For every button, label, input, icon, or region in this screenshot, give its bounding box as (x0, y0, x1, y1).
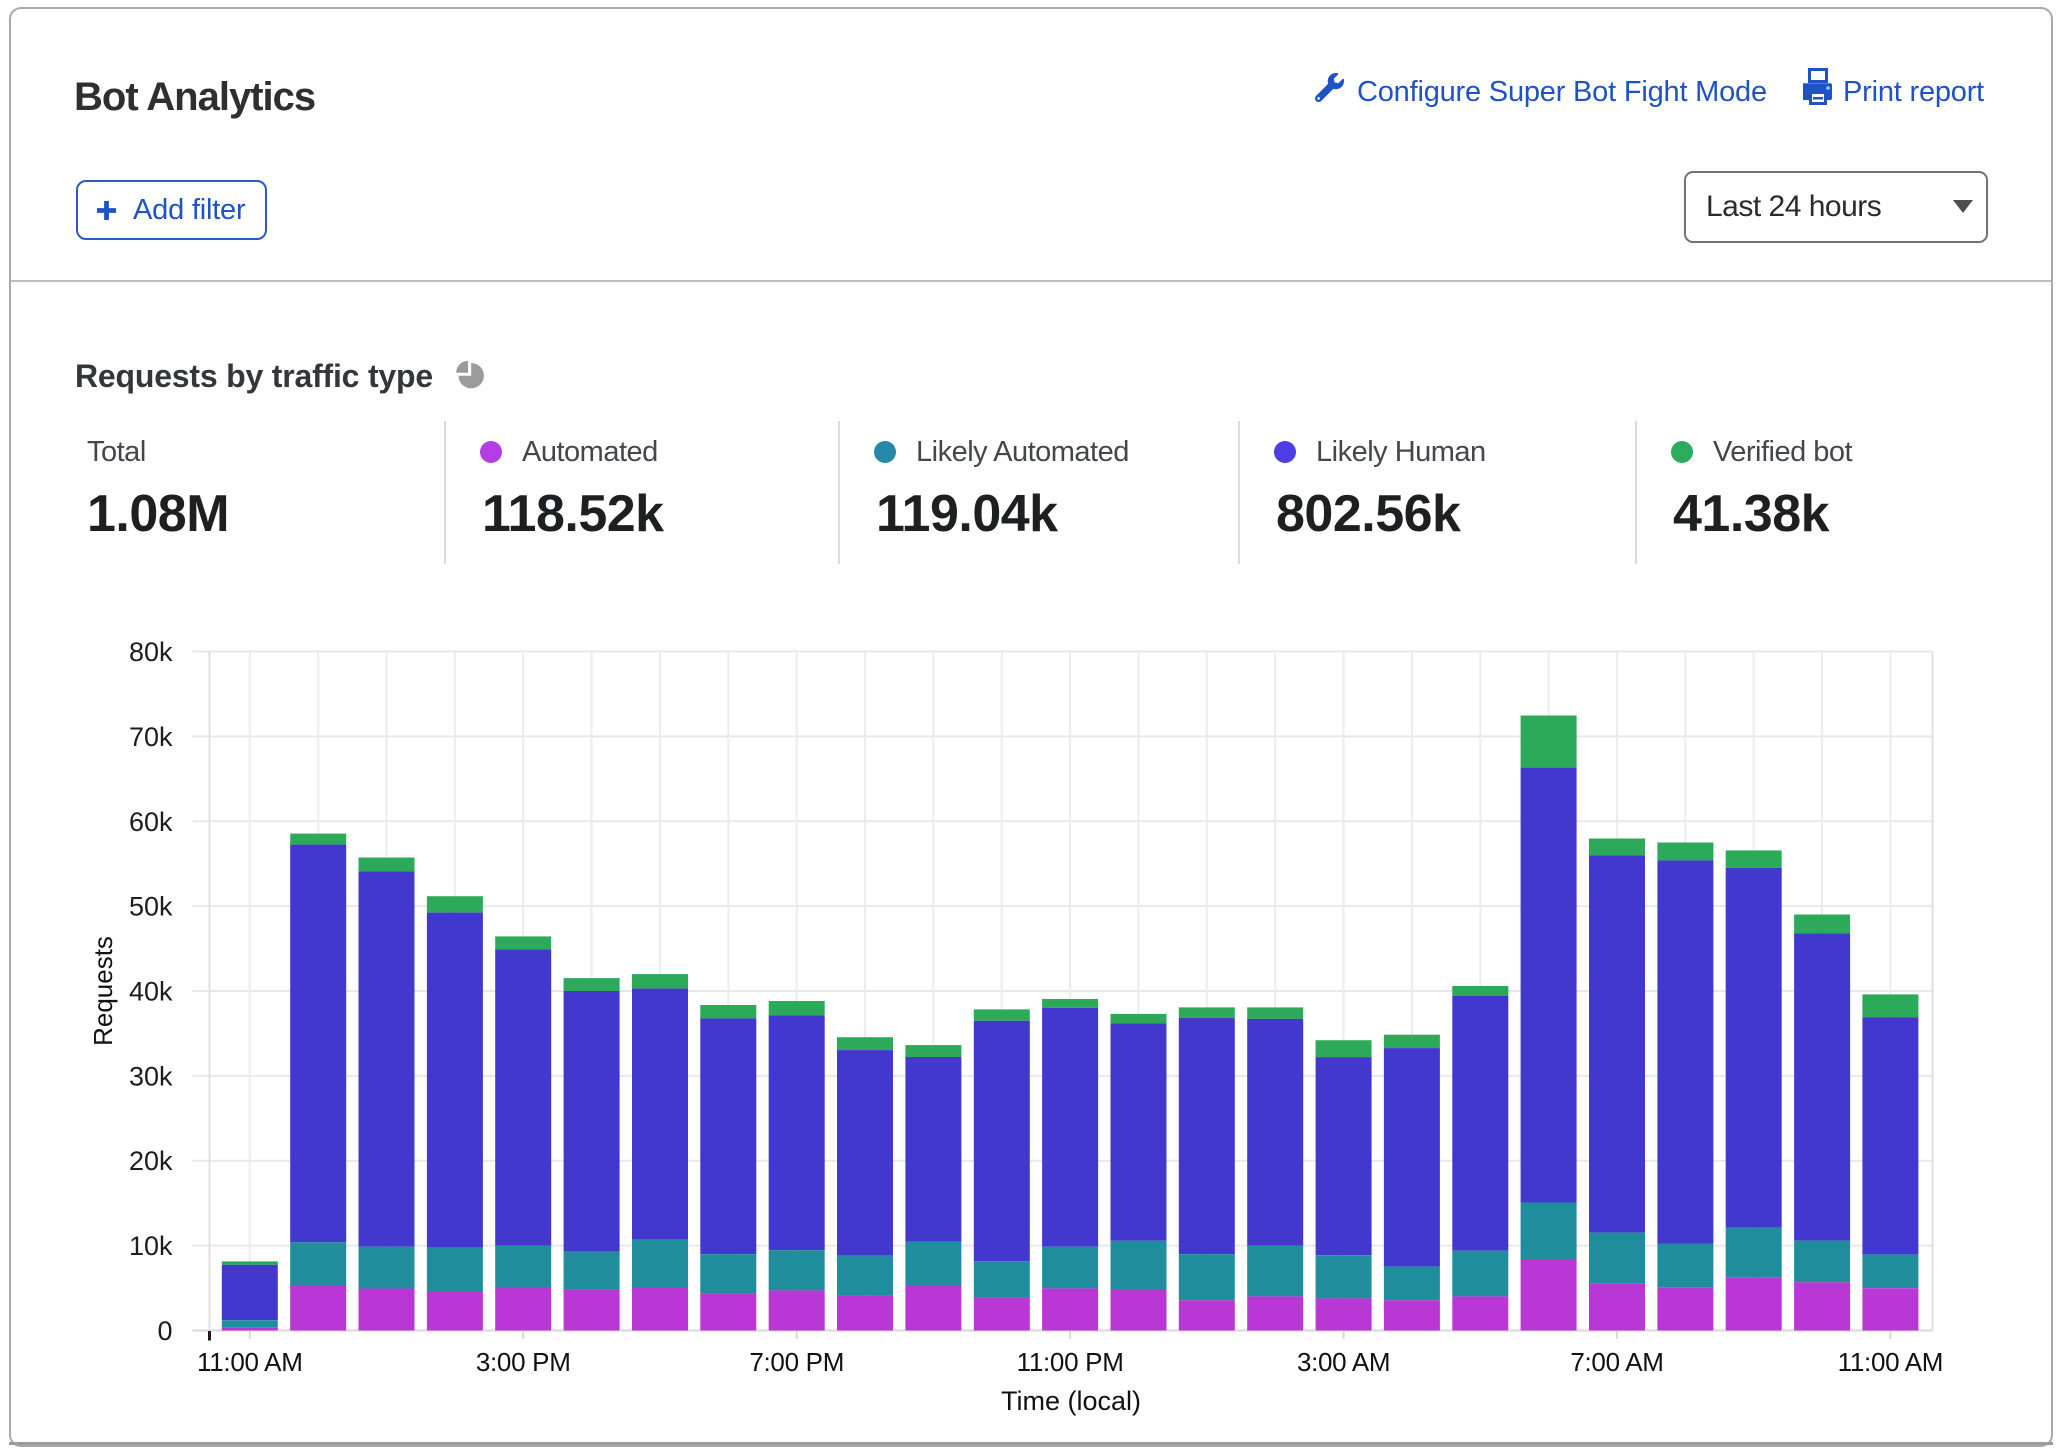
svg-text:30k: 30k (129, 1061, 173, 1091)
svg-text:Requests: Requests (88, 936, 118, 1046)
svg-text:0: 0 (157, 1316, 172, 1346)
svg-text:Time (local): Time (local) (1001, 1386, 1141, 1416)
svg-text:3:00 AM: 3:00 AM (1297, 1347, 1390, 1377)
svg-text:20k: 20k (129, 1146, 173, 1176)
svg-text:11:00 AM: 11:00 AM (1838, 1347, 1944, 1377)
svg-text:10k: 10k (129, 1231, 173, 1261)
svg-text:40k: 40k (129, 977, 173, 1007)
svg-text:70k: 70k (129, 722, 173, 752)
svg-text:11:00 PM: 11:00 PM (1017, 1347, 1124, 1377)
svg-text:11:00 AM: 11:00 AM (197, 1347, 303, 1377)
svg-text:80k: 80k (129, 637, 173, 667)
svg-text:7:00 PM: 7:00 PM (749, 1347, 844, 1377)
svg-text:3:00 PM: 3:00 PM (476, 1347, 571, 1377)
svg-text:7:00 AM: 7:00 AM (1570, 1347, 1663, 1377)
svg-text:60k: 60k (129, 807, 173, 837)
svg-text:50k: 50k (129, 892, 173, 922)
